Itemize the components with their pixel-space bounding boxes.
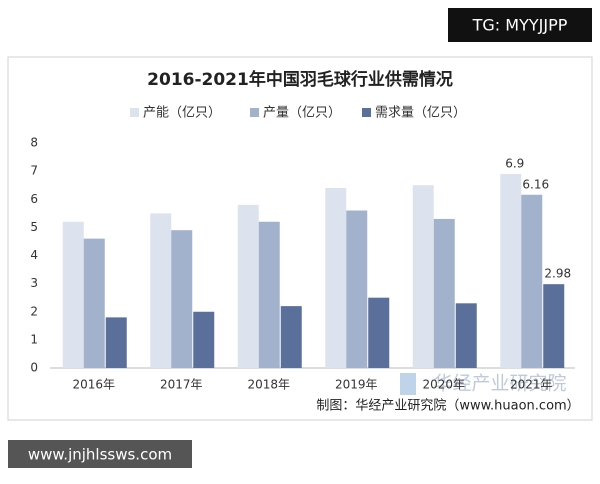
bar [105, 317, 127, 368]
data-label: 6.9 [505, 156, 524, 170]
watermark: www.jnjhlssws.com [28, 446, 172, 464]
chart-title: 2016-2021年中国羽毛球行业供需情况 [147, 69, 453, 90]
bar [193, 311, 215, 368]
bar [171, 230, 193, 368]
x-tick-label: 2021年 [510, 378, 553, 392]
bar [237, 204, 259, 368]
bar [500, 173, 522, 368]
bar [346, 210, 368, 368]
bar [280, 306, 302, 368]
legend-label: 需求量（亿只） [375, 106, 466, 121]
watermark-box [8, 440, 192, 468]
legend-swatch [250, 108, 259, 117]
x-tick-label: 2016年 [72, 378, 115, 392]
watermark: 华经产业研究院 [433, 373, 566, 395]
bar [83, 238, 105, 368]
bar [62, 221, 84, 368]
bar [150, 213, 172, 368]
bar [325, 188, 347, 368]
x-tick-label: 2018年 [247, 378, 290, 392]
y-tick-label: 5 [30, 220, 38, 234]
legend-swatch [362, 108, 371, 117]
data-label: 6.16 [522, 177, 549, 191]
y-tick-label: 0 [30, 361, 38, 375]
y-tick-label: 1 [30, 332, 38, 346]
bar [258, 221, 280, 368]
watermark-icon [400, 373, 416, 395]
bar [543, 284, 565, 368]
bar [521, 194, 543, 368]
x-tick-label: 2019年 [335, 378, 378, 392]
watermark-box [448, 8, 592, 42]
legend-label: 产能（亿只） [143, 106, 221, 121]
data-label: 2.98 [544, 267, 571, 281]
x-tick-label: 2017年 [160, 378, 203, 392]
bar [455, 303, 477, 368]
y-tick-label: 2 [30, 304, 38, 318]
x-tick-label: 2020年 [422, 378, 465, 392]
bar [368, 297, 390, 368]
bar [412, 185, 434, 368]
legend-swatch [130, 108, 139, 117]
watermark: TG: MYYJJPP [472, 16, 568, 35]
legend-label: 产量（亿只） [263, 106, 341, 121]
source-note: 制图：华经产业研究院（www.huaon.com） [316, 399, 579, 414]
y-tick-label: 3 [30, 276, 38, 290]
y-tick-label: 8 [30, 136, 38, 150]
bar [433, 218, 455, 368]
y-tick-label: 4 [30, 248, 38, 262]
y-tick-label: 6 [30, 192, 38, 206]
y-tick-label: 7 [30, 164, 38, 178]
